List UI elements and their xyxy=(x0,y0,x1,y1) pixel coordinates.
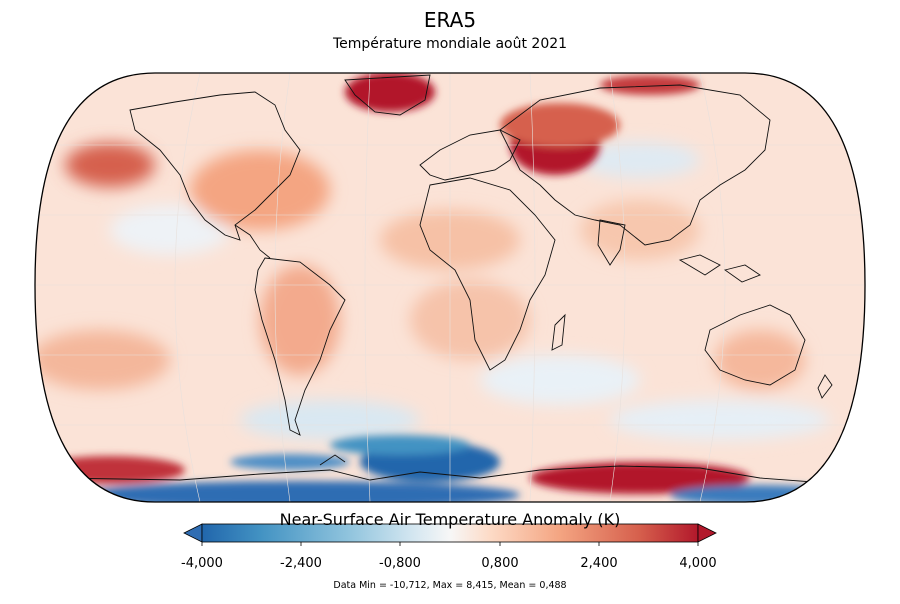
globe-outline xyxy=(34,72,866,503)
colorbar-tick-label: 2,400 xyxy=(580,556,618,571)
colorbar xyxy=(183,523,717,546)
anomaly-field xyxy=(35,73,865,502)
colorbar-over-arrow xyxy=(697,523,717,543)
colorbar-tick-label: 0,800 xyxy=(481,556,519,571)
map-subtitle: Température mondiale août 2021 xyxy=(332,36,568,52)
data-stats: Data Min = -10,712, Max = 8,415, Mean = … xyxy=(333,580,567,591)
coastlines xyxy=(59,74,841,485)
map-title: ERA5 xyxy=(423,8,477,32)
colorbar-label: Near-Surface Air Temperature Anomaly (K) xyxy=(279,510,621,529)
colorbar-tick-label: 4,000 xyxy=(679,556,717,571)
colorbar-tick-label: -4,000 xyxy=(181,556,223,571)
colorbar-tick-label: -2,400 xyxy=(280,556,322,571)
colorbar-tick-label: -0,800 xyxy=(379,556,421,571)
